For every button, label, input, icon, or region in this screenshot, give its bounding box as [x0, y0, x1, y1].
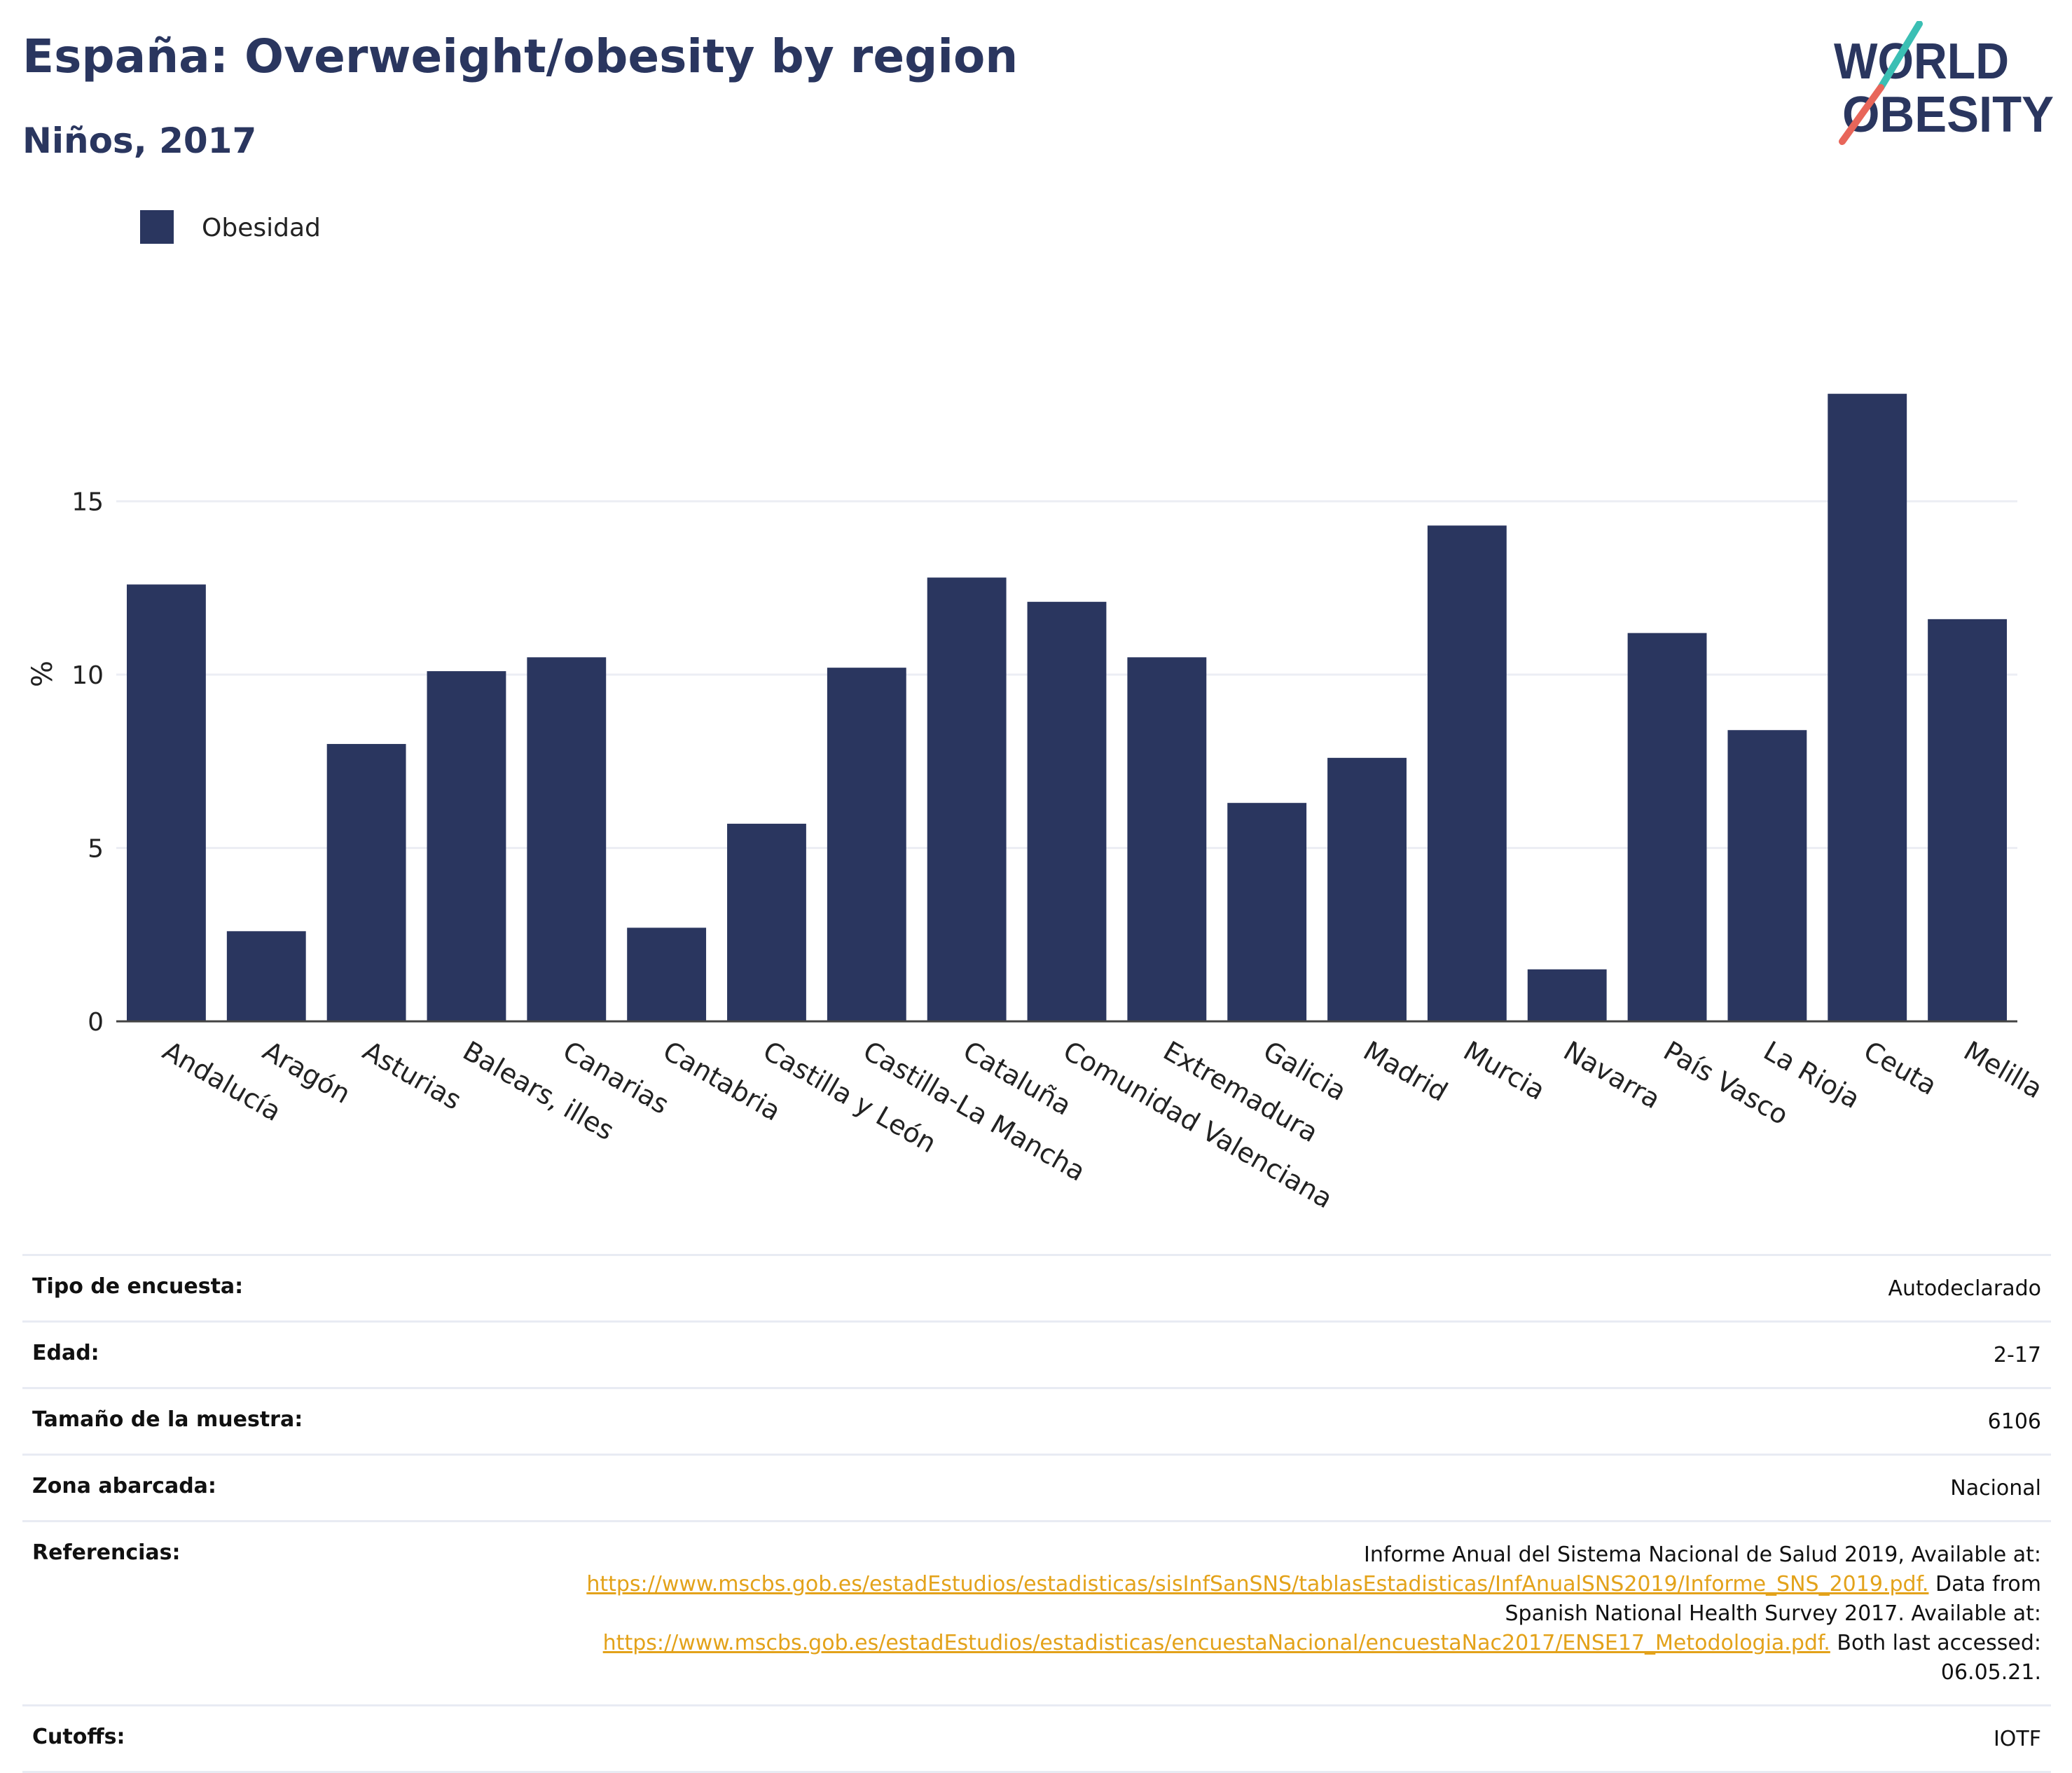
x-tick-label: Murcia: [1458, 1035, 1550, 1106]
bar: [1127, 657, 1207, 1021]
reference-text: Data from Spanish National Health Survey…: [1505, 1572, 2041, 1626]
bar: [1928, 619, 2008, 1021]
references-value: Informe Anual del Sistema Nacional de Sa…: [535, 1540, 2041, 1688]
bar: [627, 927, 707, 1021]
info-value: 2-17: [1993, 1343, 2041, 1367]
info-row-survey-type: Tipo de encuesta: Autodeclarado: [22, 1254, 2051, 1320]
info-value: Nacional: [1950, 1476, 2041, 1501]
y-tick-label: 10: [71, 661, 104, 690]
legend-swatch-obesidad: [140, 210, 174, 244]
info-table: Tipo de encuesta: Autodeclarado Edad: 2-…: [22, 1254, 2051, 1773]
bar: [827, 668, 906, 1021]
bar: [226, 931, 306, 1021]
info-value: IOTF: [1993, 1727, 2041, 1751]
reference-text: Informe Anual del Sistema Nacional de Sa…: [1363, 1543, 2041, 1567]
bar: [1027, 602, 1107, 1021]
bar: [1327, 757, 1407, 1021]
y-axis-label: %: [27, 661, 59, 687]
bar: [427, 671, 506, 1021]
bars: [126, 394, 2008, 1021]
chart-subtitle: Niños, 2017: [22, 120, 257, 161]
logo-text-world: WORLD: [1834, 34, 2009, 90]
legend-label-obesidad: Obesidad: [202, 214, 321, 242]
info-row-age: Edad: 2-17: [22, 1320, 2051, 1387]
legend: Obesidad: [140, 210, 321, 244]
logo-slash-teal: [1877, 21, 1923, 91]
x-tick-label: Madrid: [1358, 1035, 1453, 1108]
bar: [1727, 730, 1807, 1021]
y-axis-ticks: 0 5 10 15: [71, 488, 104, 1037]
bar: [326, 744, 406, 1021]
bar: [1527, 969, 1607, 1021]
bar: [527, 657, 607, 1021]
y-tick-label: 0: [88, 1008, 104, 1037]
x-tick-label: Navarra: [1559, 1035, 1666, 1115]
info-label: Tamaño de la muestra:: [32, 1407, 303, 1432]
info-row-references: Referencias: Informe Anual del Sistema N…: [22, 1520, 2051, 1704]
info-label: Edad:: [32, 1341, 99, 1365]
info-label: Tipo de encuesta:: [32, 1274, 244, 1299]
reference-link-sns-2019[interactable]: https://www.mscbs.gob.es/estadEstudios/e…: [586, 1572, 1929, 1596]
info-row-area-covered: Zona abarcada: Nacional: [22, 1454, 2051, 1520]
reference-link-ense17[interactable]: https://www.mscbs.gob.es/estadEstudios/e…: [602, 1631, 1830, 1655]
info-label: Cutoffs:: [32, 1725, 125, 1749]
bar: [1627, 633, 1707, 1021]
x-tick-label: Melilla: [1959, 1035, 2047, 1105]
info-row-sample-size: Tamaño de la muestra: 6106: [22, 1387, 2051, 1454]
bar: [1828, 394, 1907, 1021]
logo-slash-coral: [1839, 84, 1884, 145]
world-obesity-logo: WORLD OBESITY: [1834, 21, 2054, 145]
y-tick-label: 15: [71, 488, 104, 517]
info-value: 6106: [1987, 1409, 2041, 1434]
bar: [727, 823, 806, 1021]
x-tick-label: Castilla y León: [758, 1035, 941, 1159]
x-tick-label: Asturias: [358, 1035, 467, 1116]
bar: [126, 584, 206, 1021]
info-label: Referencias:: [32, 1540, 181, 1565]
info-label: Zona abarcada:: [32, 1474, 216, 1498]
y-tick-label: 5: [88, 835, 104, 864]
reference-text: Both last accessed: 06.05.21.: [1837, 1631, 2041, 1685]
bar: [927, 577, 1007, 1021]
bar: [1427, 525, 1507, 1021]
bar: [1227, 803, 1307, 1021]
x-tick-label: Ceuta: [1858, 1035, 1942, 1101]
info-value: Autodeclarado: [1888, 1276, 2041, 1301]
chart-title: España: Overweight/obesity by region: [22, 29, 1018, 83]
info-row-cutoffs: Cutoffs: IOTF: [22, 1704, 2051, 1773]
